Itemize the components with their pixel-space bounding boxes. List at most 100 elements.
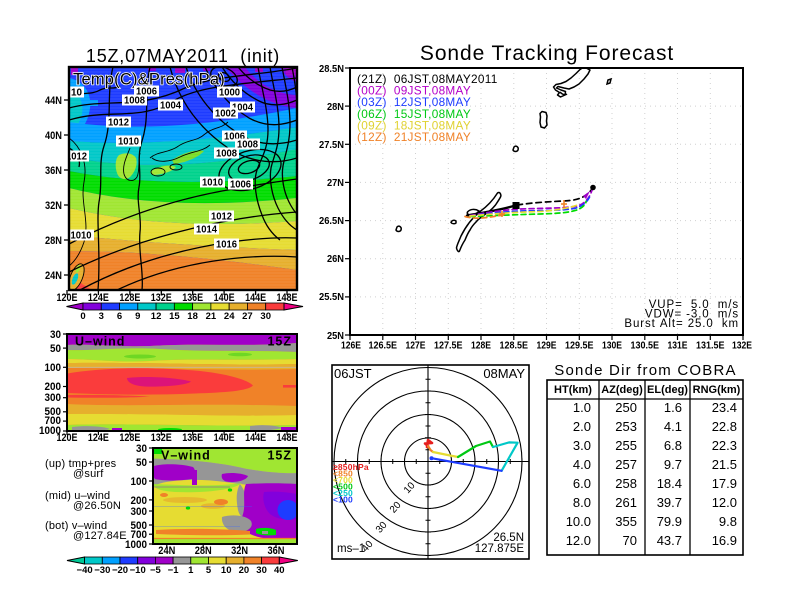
svg-text:(mid) u–wind: (mid) u–wind bbox=[45, 490, 110, 502]
svg-text:23.4: 23.4 bbox=[712, 400, 737, 415]
svg-text:3: 3 bbox=[99, 311, 104, 322]
svg-text:10: 10 bbox=[71, 88, 82, 99]
svg-text:U–wind: U–wind bbox=[75, 335, 125, 349]
svg-text:10.0: 10.0 bbox=[566, 514, 591, 529]
svg-text:30: 30 bbox=[136, 443, 147, 455]
svg-text:15: 15 bbox=[169, 311, 180, 322]
svg-text:140E: 140E bbox=[214, 432, 235, 444]
svg-text:(12Z) 21JST,08MAY: (12Z) 21JST,08MAY bbox=[357, 130, 471, 144]
svg-text:25N: 25N bbox=[327, 330, 344, 342]
svg-text:1.0: 1.0 bbox=[573, 400, 591, 415]
svg-text:128E: 128E bbox=[119, 292, 140, 304]
svg-text:V–wind: V–wind bbox=[161, 449, 211, 463]
svg-text:1000: 1000 bbox=[219, 88, 240, 99]
svg-text:1000: 1000 bbox=[125, 539, 147, 551]
svg-text:355: 355 bbox=[615, 514, 637, 529]
svg-text:500: 500 bbox=[45, 406, 62, 418]
svg-text:24: 24 bbox=[224, 311, 235, 322]
svg-text:10: 10 bbox=[221, 565, 232, 576]
svg-text:−30: −30 bbox=[94, 565, 110, 576]
svg-text:06JST: 06JST bbox=[334, 366, 372, 381]
svg-text:<100: <100 bbox=[333, 495, 353, 505]
svg-text:30: 30 bbox=[256, 565, 267, 576]
svg-text:40N: 40N bbox=[45, 130, 62, 142]
svg-text:18: 18 bbox=[187, 311, 198, 322]
svg-text:79.9: 79.9 bbox=[657, 514, 682, 529]
svg-text:(09Z) 18JST,08MAY: (09Z) 18JST,08MAY bbox=[357, 118, 471, 132]
svg-text:6: 6 bbox=[117, 311, 122, 322]
svg-text:1016: 1016 bbox=[216, 240, 237, 251]
svg-text:250: 250 bbox=[615, 400, 637, 415]
svg-text:40: 40 bbox=[274, 565, 285, 576]
svg-text:8.0: 8.0 bbox=[573, 495, 591, 510]
svg-text:3.0: 3.0 bbox=[573, 438, 591, 453]
svg-text:130.5E: 130.5E bbox=[631, 340, 660, 352]
svg-text:1.6: 1.6 bbox=[664, 400, 682, 415]
svg-text:120E: 120E bbox=[57, 292, 78, 304]
svg-text:136E: 136E bbox=[182, 292, 203, 304]
svg-text:1014: 1014 bbox=[196, 225, 217, 236]
svg-text:132E: 132E bbox=[151, 292, 172, 304]
svg-text:20: 20 bbox=[388, 500, 404, 516]
svg-text:120E: 120E bbox=[57, 432, 78, 444]
svg-text:(00Z) 09JST,08MAY: (00Z) 09JST,08MAY bbox=[357, 84, 471, 98]
svg-text:127.5E: 127.5E bbox=[434, 340, 463, 352]
svg-text:<250: <250 bbox=[333, 488, 353, 498]
svg-text:12.0: 12.0 bbox=[566, 533, 591, 548]
svg-text:(03Z) 12JST,08MAY: (03Z) 12JST,08MAY bbox=[357, 95, 471, 109]
svg-text:144E: 144E bbox=[245, 292, 266, 304]
svg-text:Burst Alt= 25.0 km: Burst Alt= 25.0 km bbox=[624, 318, 739, 330]
svg-text:RNG(km): RNG(km) bbox=[693, 384, 741, 396]
svg-text:15Z: 15Z bbox=[267, 335, 292, 349]
svg-text:131.5E: 131.5E bbox=[696, 340, 725, 352]
svg-text:15Z,07MAY2011 (init): 15Z,07MAY2011 (init) bbox=[86, 46, 280, 66]
svg-text:26.5N: 26.5N bbox=[493, 532, 524, 544]
svg-text:50: 50 bbox=[50, 343, 61, 355]
svg-text:700: 700 bbox=[131, 529, 148, 541]
svg-text:12.0: 12.0 bbox=[712, 495, 737, 510]
svg-text:129E: 129E bbox=[537, 340, 557, 352]
svg-text:16.9: 16.9 bbox=[712, 533, 737, 548]
svg-text:1008: 1008 bbox=[237, 140, 258, 151]
svg-text:148E: 148E bbox=[277, 292, 298, 304]
svg-text:132E: 132E bbox=[151, 432, 172, 444]
svg-text:6.8: 6.8 bbox=[664, 438, 682, 453]
svg-text:136E: 136E bbox=[182, 432, 203, 444]
svg-text:148E: 148E bbox=[277, 432, 298, 444]
svg-text:28N: 28N bbox=[327, 101, 344, 113]
svg-text:39.7: 39.7 bbox=[657, 495, 682, 510]
svg-text:100: 100 bbox=[45, 362, 62, 374]
svg-text:1004: 1004 bbox=[160, 101, 181, 112]
svg-text:AZ(deg): AZ(deg) bbox=[601, 384, 643, 396]
svg-text:(bot) v–wind: (bot) v–wind bbox=[45, 520, 107, 532]
svg-text:−1: −1 bbox=[168, 565, 180, 576]
svg-text:<700: <700 bbox=[333, 475, 353, 485]
svg-text:36N: 36N bbox=[268, 545, 285, 557]
svg-text:26N: 26N bbox=[327, 253, 344, 265]
svg-text:126E: 126E bbox=[341, 340, 361, 352]
svg-text:1006: 1006 bbox=[224, 132, 245, 143]
svg-text:−5: −5 bbox=[150, 565, 162, 576]
svg-text:26.5N: 26.5N bbox=[319, 215, 344, 227]
svg-text:129.5E: 129.5E bbox=[565, 340, 594, 352]
svg-text:9.7: 9.7 bbox=[664, 457, 682, 472]
svg-text:@surf: @surf bbox=[73, 468, 104, 480]
svg-text:30: 30 bbox=[260, 311, 271, 322]
svg-text:300: 300 bbox=[131, 506, 148, 518]
svg-text:200: 200 bbox=[131, 495, 148, 507]
svg-text:27: 27 bbox=[242, 311, 253, 322]
svg-text:17.9: 17.9 bbox=[712, 476, 737, 491]
svg-text:50: 50 bbox=[136, 457, 147, 469]
svg-text:4.1: 4.1 bbox=[664, 419, 682, 434]
svg-text:25.5N: 25.5N bbox=[319, 291, 344, 303]
svg-text:1008: 1008 bbox=[124, 96, 145, 107]
svg-text:27N: 27N bbox=[327, 177, 344, 189]
svg-text:30: 30 bbox=[374, 520, 390, 536]
svg-text:131E: 131E bbox=[668, 340, 688, 352]
svg-text:1008: 1008 bbox=[216, 149, 237, 160]
svg-text:24N: 24N bbox=[45, 270, 62, 282]
svg-text:27.5N: 27.5N bbox=[319, 139, 344, 151]
svg-text:30: 30 bbox=[50, 329, 61, 341]
svg-text:21: 21 bbox=[206, 311, 217, 322]
svg-text:6.0: 6.0 bbox=[573, 476, 591, 491]
